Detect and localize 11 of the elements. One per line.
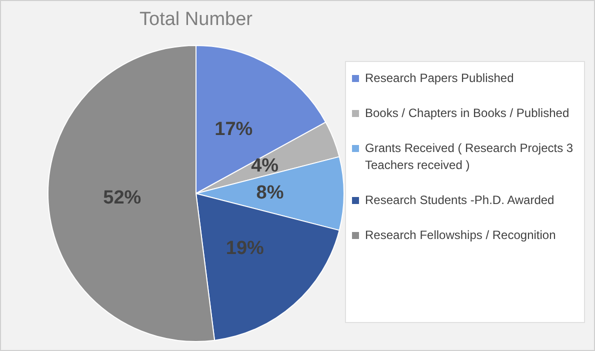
data-label: 19% [226, 238, 264, 260]
legend-label: Books / Chapters in Books / Published [365, 105, 570, 122]
data-label: 52% [103, 187, 142, 208]
data-label: 8% [256, 182, 284, 204]
legend-label: Research Fellowships / Recognition [365, 227, 556, 244]
legend-label: Research Papers Published [365, 70, 514, 87]
chart-title: Total Number [138, 9, 254, 31]
data-label: 17% [214, 119, 253, 140]
legend-label: Grants Received ( Research Projects 3 Teachers received ) [365, 140, 574, 174]
legend-label: Research Students -Ph.D. Awarded [365, 192, 554, 209]
data-label: 4% [251, 155, 279, 176]
